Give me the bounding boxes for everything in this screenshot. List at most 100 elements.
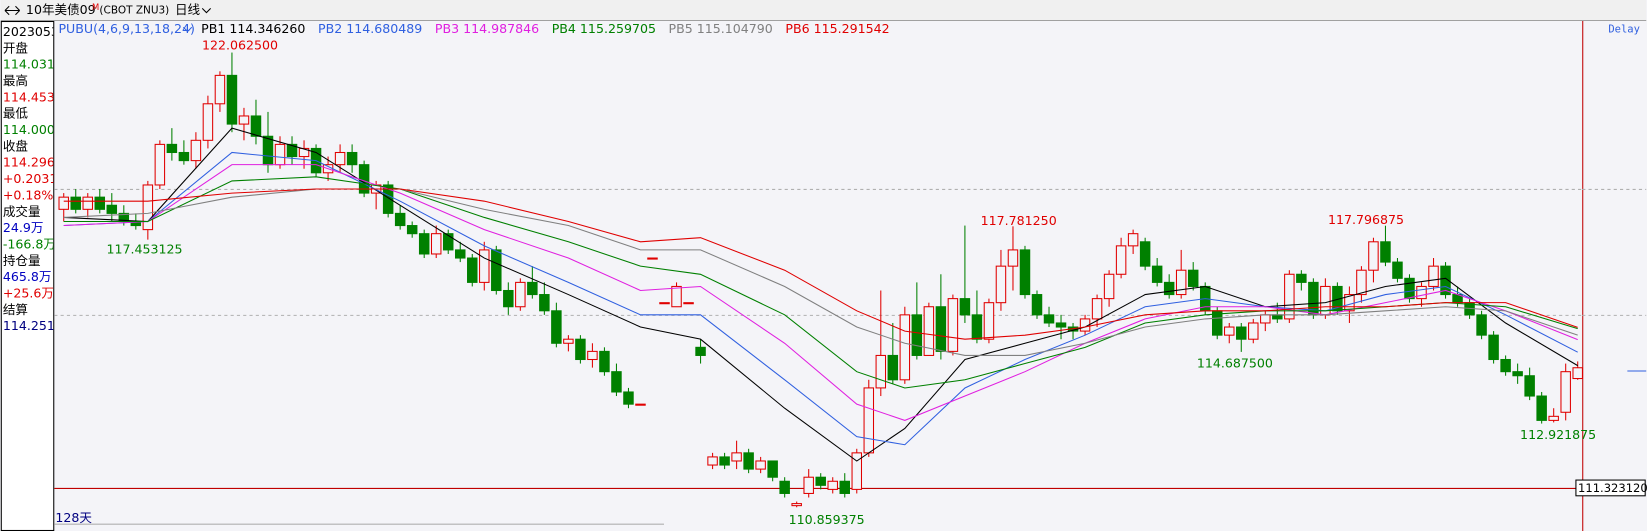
candle-body <box>430 233 442 255</box>
candle-body <box>1031 294 1043 316</box>
candle-body <box>1151 265 1163 283</box>
candle-body <box>406 225 418 235</box>
candle-body <box>1260 314 1271 324</box>
period-dropdown[interactable] <box>201 8 212 14</box>
status: Delay <box>1608 23 1640 35</box>
extreme-label: 117.796875 <box>1328 212 1404 227</box>
info-item: 最高 <box>3 73 28 88</box>
candle-body <box>214 74 226 105</box>
candle-body <box>1476 314 1487 336</box>
ma-line <box>63 164 1578 421</box>
candle-body <box>659 302 670 305</box>
candle-body <box>527 281 538 296</box>
candle-body <box>911 314 923 356</box>
candle-body <box>1224 326 1235 336</box>
legend-entry: PB5 115.104790 <box>669 21 773 36</box>
candle-body <box>1380 241 1391 263</box>
candle-body <box>154 143 166 186</box>
last-price-label: 111.323120 <box>1578 481 1647 495</box>
candle-body <box>1043 314 1055 324</box>
candle-body <box>1236 326 1247 340</box>
ma-line <box>63 176 1578 389</box>
candle-body <box>298 147 310 158</box>
candle-body <box>803 476 814 494</box>
swap-icon[interactable] <box>4 5 21 16</box>
legend-entry: PB2 114.680489 <box>318 21 422 36</box>
candle-body <box>382 184 394 214</box>
info-item: 114.251 <box>3 318 55 333</box>
legend-entry: PB1 114.346260 <box>201 21 305 36</box>
candle-body <box>455 249 466 259</box>
candle-body <box>1175 269 1187 296</box>
candle-body <box>1512 371 1523 377</box>
candle-body <box>839 480 850 494</box>
candle-body <box>1404 277 1415 300</box>
candle-body <box>947 298 959 352</box>
candle-body <box>935 306 947 352</box>
plot: 111.323120 PB1 114.346260 PB2 114.680489 PB… <box>54 21 1647 527</box>
candle-body <box>1572 367 1583 380</box>
candle-body <box>106 204 118 214</box>
toolbar <box>0 0 1647 21</box>
candle-body <box>467 257 478 283</box>
candle-body <box>1440 265 1451 296</box>
info-item: 114.031 <box>3 57 55 72</box>
info-item: +0.18% <box>3 187 54 202</box>
candle-body <box>1500 358 1511 373</box>
candle-body <box>70 196 81 210</box>
candle-body <box>1187 269 1199 287</box>
legend-entry: PB6 115.291542 <box>785 21 889 36</box>
info-item: 最低 <box>3 106 29 121</box>
candle-body <box>611 371 622 393</box>
candle-body <box>1536 395 1547 421</box>
candle-body <box>731 452 742 462</box>
candle-body <box>418 233 430 255</box>
candle-body <box>1524 375 1535 397</box>
candle-body <box>599 350 610 373</box>
indicator-dropdown[interactable] <box>182 26 193 33</box>
extreme-label: 122.062500 <box>202 38 278 53</box>
candle-body <box>1248 322 1259 340</box>
price-axis <box>1582 20 1647 531</box>
candle-body <box>875 354 887 389</box>
candle-body <box>503 289 514 308</box>
candle-body <box>346 151 358 166</box>
info-item: 20230531 <box>3 24 67 39</box>
candle-body <box>1284 273 1295 320</box>
candle-body <box>539 294 550 312</box>
candle-body <box>394 212 406 227</box>
period[interactable]: 日线 <box>175 2 201 17</box>
candle-body <box>1560 371 1571 413</box>
candle-body <box>755 460 766 470</box>
candle-body <box>899 314 911 381</box>
candle-body <box>647 257 658 260</box>
info-item: 24.9万 <box>3 220 44 235</box>
candle-body <box>995 265 1007 304</box>
info-item: 开盘 <box>3 40 29 55</box>
candle-body <box>190 139 202 162</box>
candle-body <box>743 452 754 470</box>
candle-body <box>274 143 286 166</box>
candle-body <box>1055 322 1067 328</box>
instrument[interactable]: 10年美债09 <box>26 2 96 17</box>
candle-body <box>1368 241 1379 271</box>
candle-body <box>623 391 634 405</box>
candle-body <box>202 103 214 141</box>
candle-body <box>1019 249 1031 296</box>
candle-body <box>1139 241 1151 267</box>
candle-body <box>671 285 682 308</box>
info-panel <box>0 20 55 531</box>
info-item: 114.453 <box>3 89 55 104</box>
candle-body <box>1488 334 1499 361</box>
candle-body <box>1115 245 1127 275</box>
indicator-name[interactable]: PUBU(4,6,9,13,18,24) <box>58 21 194 36</box>
candle-body <box>94 196 106 210</box>
candle-body <box>334 151 346 166</box>
extreme-label: 117.781250 <box>981 213 1057 228</box>
candle-body <box>142 184 154 231</box>
candle-body <box>491 249 502 292</box>
candle-body <box>1296 273 1307 283</box>
candle-body <box>1356 269 1367 296</box>
